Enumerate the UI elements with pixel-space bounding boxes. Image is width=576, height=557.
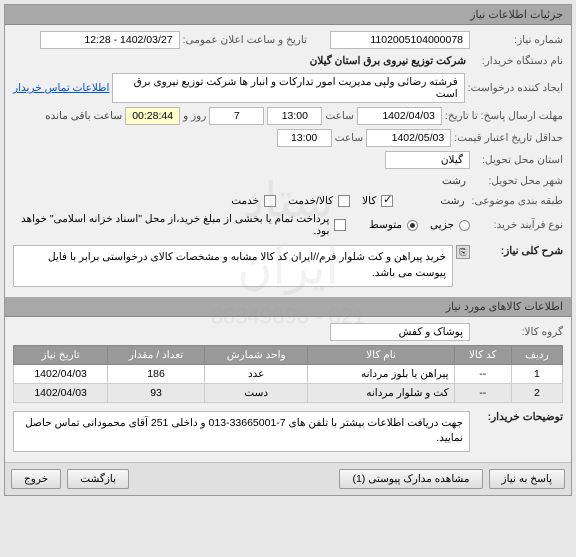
buyer-notes-label: توضیحات خریدار: — [473, 411, 563, 423]
opt-direct[interactable]: متوسط — [369, 219, 418, 231]
city-value: رشت — [438, 173, 470, 189]
opt-med[interactable]: جزیی — [430, 219, 470, 231]
col-date: تاریخ نیاز — [14, 345, 108, 364]
back-button[interactable]: بازگشت — [67, 469, 129, 489]
time-label-2: ساعت — [335, 132, 364, 144]
creator-value: فرشته رضائی ولپی مدیریت امور تدارکات و ا… — [112, 73, 464, 103]
need-no-value: 1102005104000078 — [330, 31, 470, 49]
province-value: گیلان — [385, 151, 470, 169]
countdown-value: 00:28:44 — [125, 107, 180, 125]
desc-label: شرح کلی نیاز: — [473, 245, 563, 257]
city2-value: رشت — [436, 193, 468, 209]
col-unit: واحد شمارش — [204, 345, 308, 364]
main-panel: جزئیات اطلاعات نیاز شماره نیاز: 11020051… — [4, 4, 572, 496]
group-value: پوشاک و کفش — [330, 323, 470, 341]
deadline-time: 13:00 — [267, 107, 322, 125]
multi-label: طبقه بندی موضوعی: — [472, 195, 563, 207]
need-no-label: شماره نیاز: — [473, 34, 563, 46]
buyer-org-value: شرکت توزیع نیروی برق استان گیلان — [306, 53, 470, 69]
checkbox-icon — [338, 195, 350, 207]
process-label: نوع فرآیند خرید: — [473, 219, 563, 231]
table-row[interactable]: 2 -- کت و شلوار مردانه دست 93 1402/04/03 — [14, 383, 563, 402]
exit-button[interactable]: خروج — [11, 469, 61, 489]
table-header-row: ردیف کد کالا نام کالا واحد شمارش تعداد /… — [14, 345, 563, 364]
day-label: روز و — [183, 110, 206, 122]
attachments-button[interactable]: مشاهده مدارک پیوستی (1) — [339, 469, 482, 489]
buyer-contact-link[interactable]: اطلاعات تماس خریدار — [13, 82, 109, 94]
col-code: کد کالا — [454, 345, 511, 364]
group-label: گروه کالا: — [473, 326, 563, 338]
reply-button[interactable]: پاسخ به نیاز — [489, 469, 565, 489]
time-label-1: ساعت — [325, 110, 354, 122]
items-table: ردیف کد کالا نام کالا واحد شمارش تعداد /… — [13, 345, 563, 403]
deadline-date: 1402/04/03 — [357, 107, 442, 125]
checkbox-icon — [381, 195, 393, 207]
opt-service[interactable]: کالا/خدمت — [288, 195, 350, 207]
opt-goods[interactable]: کالا — [362, 195, 393, 207]
col-name: نام کالا — [308, 345, 454, 364]
deadline-label: مهلت ارسال پاسخ: تا تاریخ: — [445, 110, 563, 122]
footer-buttons: پاسخ به نیاز مشاهده مدارک پیوستی (1) باز… — [5, 462, 571, 495]
price-valid-label: حداقل تاریخ اعتبار قیمت: — [454, 132, 563, 144]
province-label: استان محل تحویل: — [473, 154, 563, 166]
remain-label: ساعت باقی مانده — [45, 110, 122, 122]
city-label: شهر محل تحویل: — [473, 175, 563, 187]
pay-note-check[interactable]: پرداخت تمام یا بخشی از مبلغ خرید،از محل … — [13, 213, 346, 237]
col-qty: تعداد / مقدار — [108, 345, 205, 364]
radio-icon — [407, 220, 418, 231]
checkbox-icon — [264, 195, 276, 207]
opt-contract[interactable]: خدمت — [231, 195, 276, 207]
buyer-org-label: نام دستگاه خریدار: — [473, 55, 563, 67]
table-row[interactable]: 1 -- پیراهن یا بلوز مردانه عدد 186 1402/… — [14, 364, 563, 383]
panel-title: جزئیات اطلاعات نیاز — [5, 5, 571, 25]
announce-value: 1402/03/27 - 12:28 — [40, 31, 180, 49]
copy-icon[interactable]: ⎘ — [456, 245, 470, 259]
radio-icon — [459, 220, 470, 231]
checkbox-icon — [334, 219, 346, 231]
desc-text: خرید پیراهن و کت شلوار فرم//ایران کد کال… — [13, 245, 453, 287]
announce-label: تاریخ و ساعت اعلان عمومی: — [183, 34, 307, 46]
items-header: اطلاعات کالاهای مورد نیاز — [5, 297, 571, 317]
creator-label: ایجاد کننده درخواست: — [468, 82, 563, 94]
buyer-notes-text: جهت دریافت اطلاعات بیشتر با تلفن های 7-3… — [13, 411, 470, 453]
days-value: 7 — [209, 107, 264, 125]
col-row: ردیف — [511, 345, 562, 364]
price-valid-time: 13:00 — [277, 129, 332, 147]
price-valid-date: 1402/05/03 — [366, 129, 451, 147]
